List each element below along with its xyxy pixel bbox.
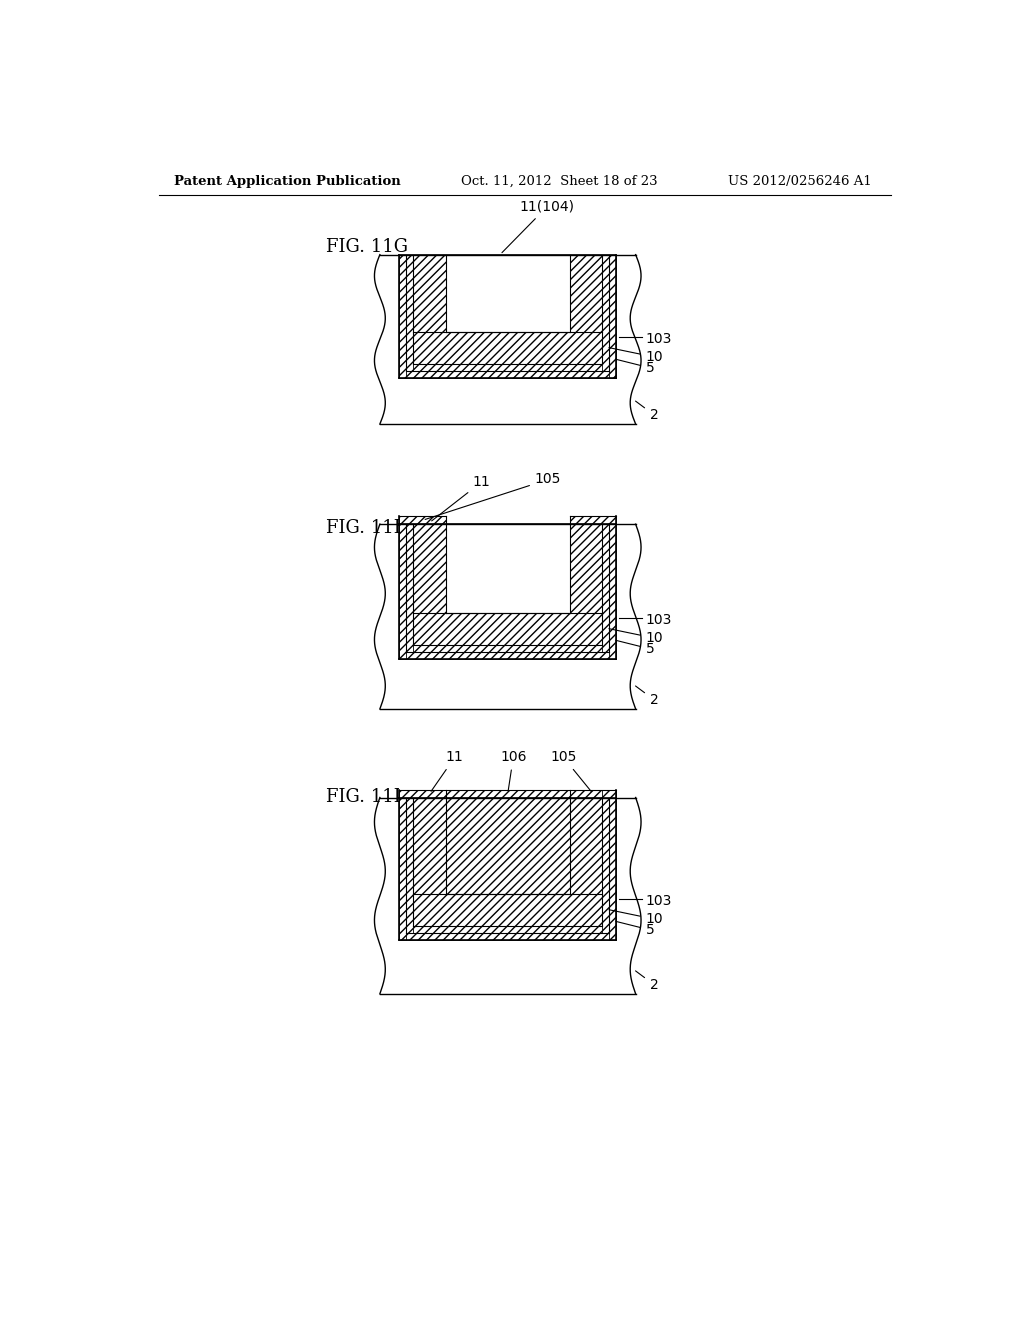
Bar (399, 788, 616, 797)
Text: 5: 5 (615, 640, 654, 656)
Bar (380, 255, 636, 424)
Text: FIG. 11G: FIG. 11G (326, 238, 408, 256)
Text: 5: 5 (615, 921, 654, 937)
Bar (414, 612, 602, 645)
Bar (609, 255, 616, 378)
Text: 2: 2 (636, 972, 658, 991)
Text: 103: 103 (646, 333, 672, 346)
Bar (414, 524, 445, 612)
Bar (414, 894, 602, 927)
Bar (569, 524, 602, 612)
Text: 10: 10 (609, 628, 664, 645)
Text: US 2012/0256246 A1: US 2012/0256246 A1 (728, 176, 872, 187)
Bar (569, 789, 616, 797)
Bar (602, 789, 616, 797)
Text: 5: 5 (615, 359, 654, 375)
Bar (445, 515, 569, 612)
Bar (399, 789, 616, 797)
Text: 106: 106 (500, 751, 526, 791)
Text: FIG. 11I: FIG. 11I (326, 788, 400, 807)
Bar (445, 253, 569, 331)
Bar (407, 524, 414, 652)
Bar (399, 516, 445, 524)
Text: 11(104): 11(104) (502, 199, 574, 252)
Bar (399, 524, 407, 659)
Bar (414, 797, 445, 894)
Bar (414, 331, 602, 364)
Bar (407, 255, 414, 371)
Bar (609, 797, 616, 940)
Bar (407, 645, 609, 652)
Bar (407, 364, 609, 371)
Text: 103: 103 (646, 895, 672, 908)
Text: 105: 105 (425, 473, 561, 520)
Text: 105: 105 (550, 751, 591, 792)
Text: Oct. 11, 2012  Sheet 18 of 23: Oct. 11, 2012 Sheet 18 of 23 (461, 176, 657, 187)
Text: 2: 2 (636, 401, 658, 422)
Text: 103: 103 (646, 614, 672, 627)
Bar (399, 255, 407, 378)
Text: 11: 11 (432, 475, 490, 521)
Text: 10: 10 (609, 909, 664, 927)
Bar (445, 789, 569, 797)
Bar (407, 797, 414, 933)
Bar (399, 652, 616, 659)
Text: FIG. 11H: FIG. 11H (326, 519, 409, 537)
Bar (609, 524, 616, 659)
Text: 2: 2 (636, 686, 658, 706)
Text: 11: 11 (431, 751, 464, 792)
Bar (399, 797, 407, 940)
Bar (414, 255, 445, 331)
Bar (569, 797, 602, 894)
Bar (445, 797, 569, 894)
Bar (399, 789, 445, 797)
Bar (602, 797, 609, 933)
Bar (602, 524, 609, 652)
Bar (399, 933, 616, 940)
Bar (407, 927, 609, 933)
Bar (399, 371, 616, 378)
Bar (569, 516, 616, 524)
Bar (602, 255, 609, 371)
Bar (380, 524, 636, 709)
Bar (569, 255, 602, 331)
Text: Patent Application Publication: Patent Application Publication (174, 176, 401, 187)
Text: 10: 10 (609, 347, 664, 364)
Bar (380, 797, 636, 994)
